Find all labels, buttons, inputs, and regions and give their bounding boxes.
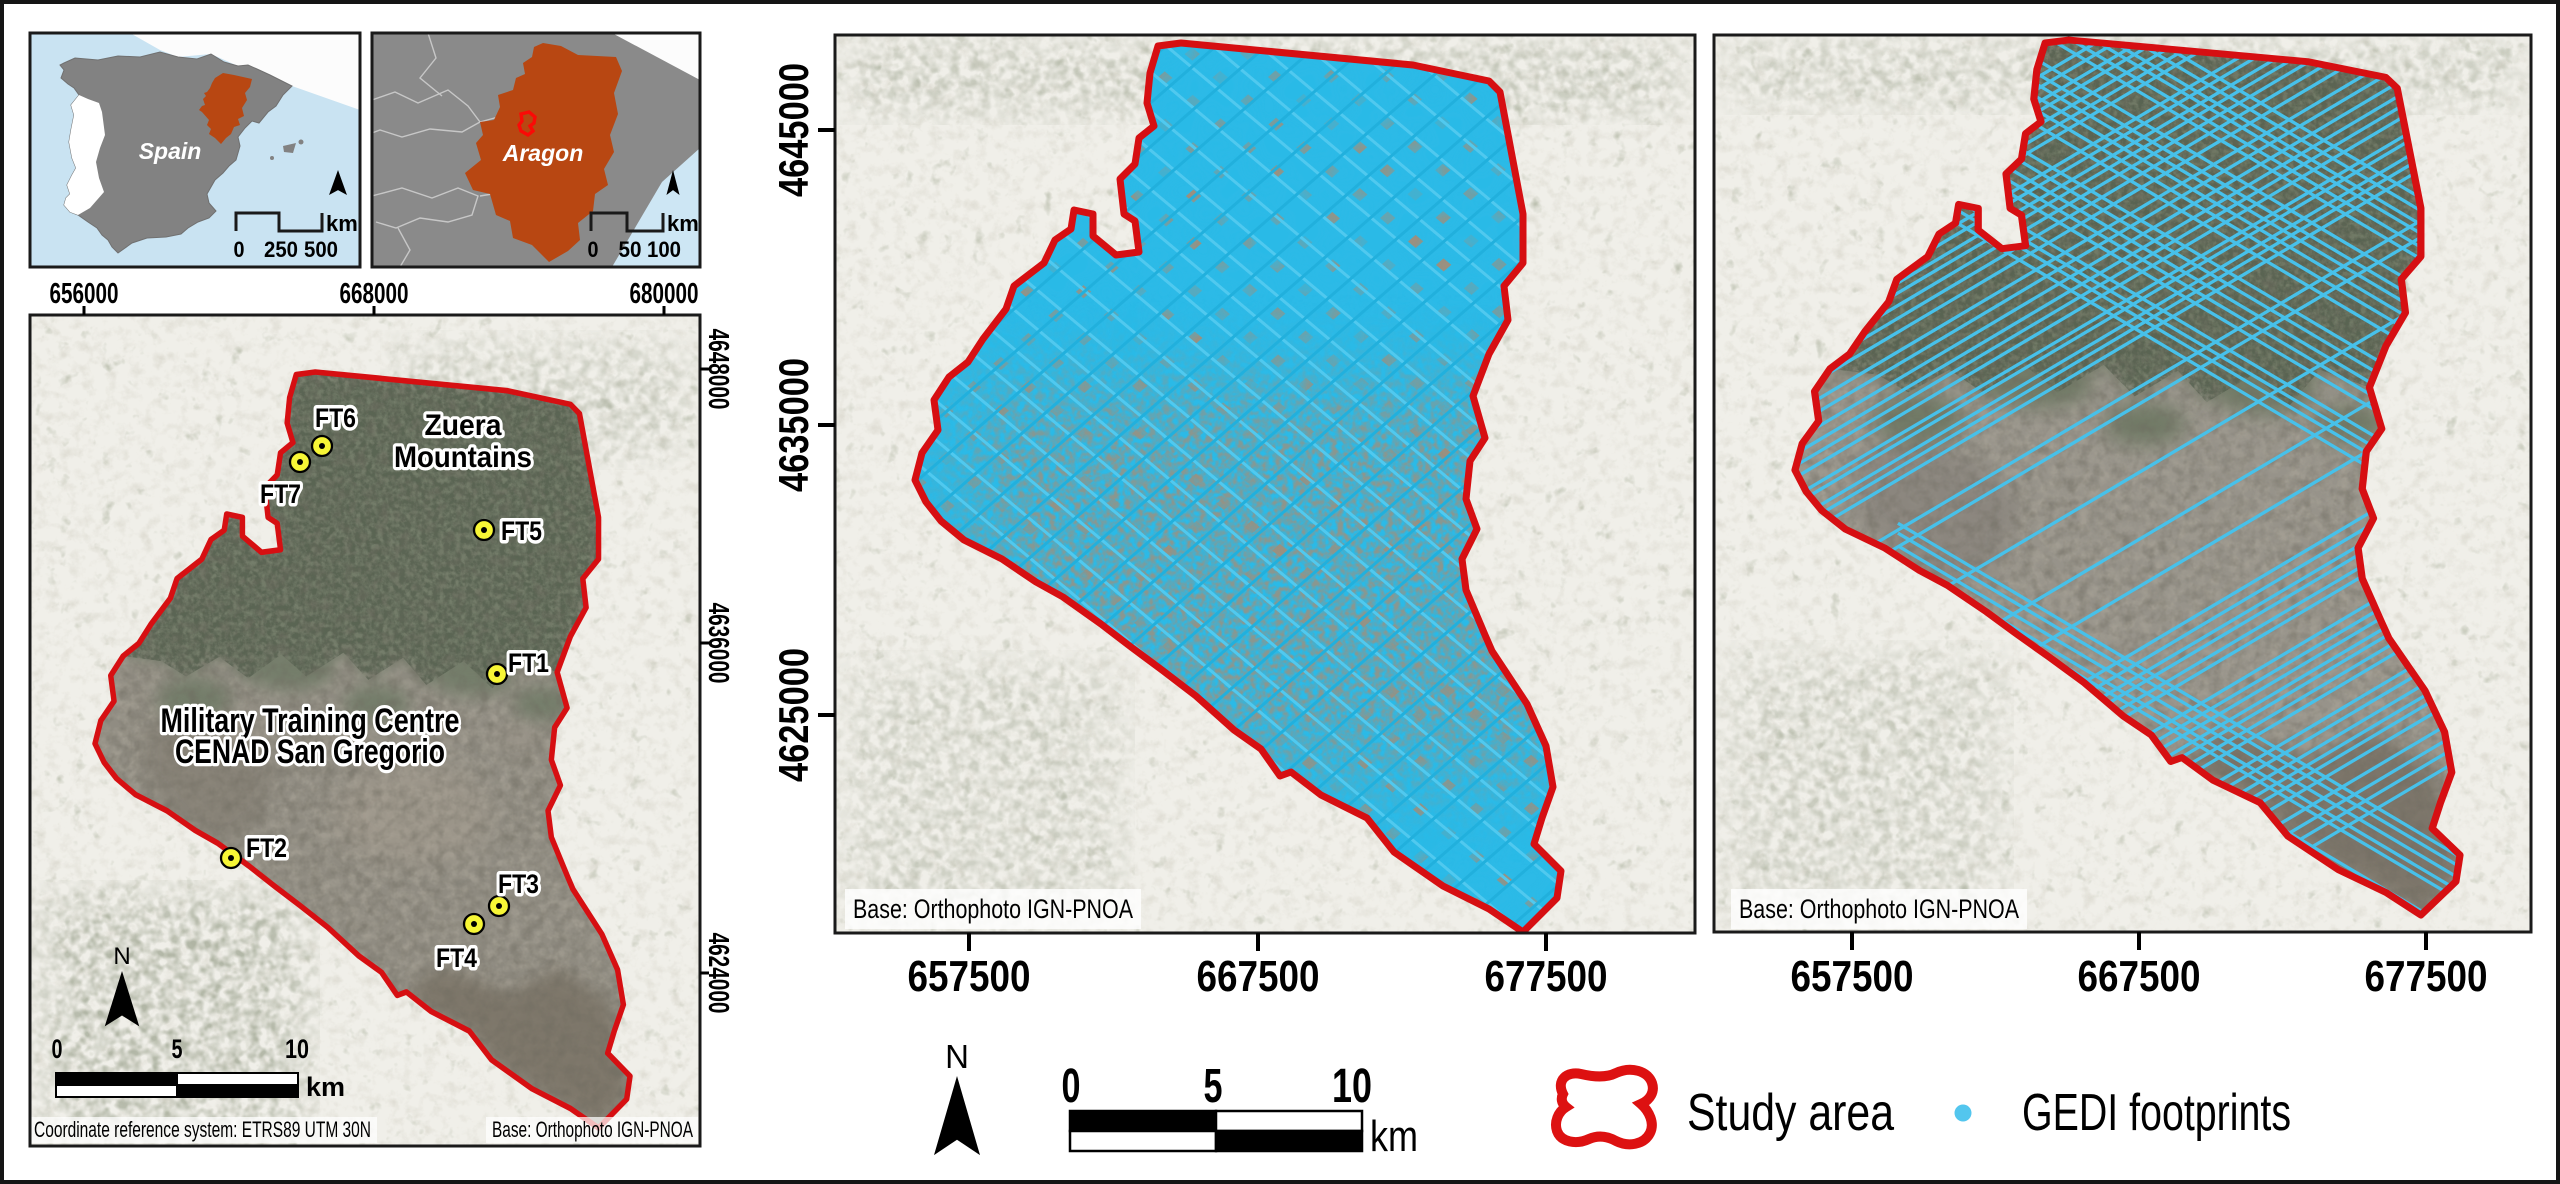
svg-text:Aragon: Aragon <box>502 140 584 166</box>
svg-text:250: 250 <box>264 237 298 262</box>
svg-text:Zuera: Zuera <box>425 409 502 442</box>
svg-text:Mountains: Mountains <box>394 441 532 474</box>
svg-text:Base: Orthophoto IGN-PNOA: Base: Orthophoto IGN-PNOA <box>853 894 1133 924</box>
svg-text:km: km <box>306 1072 345 1102</box>
svg-text:CENAD San Gregorio: CENAD San Gregorio <box>175 733 445 771</box>
svg-text:5: 5 <box>172 1034 183 1064</box>
svg-text:4635000: 4635000 <box>770 358 817 492</box>
svg-text:0: 0 <box>1062 1060 1081 1113</box>
svg-text:GEDI footprints: GEDI footprints <box>2022 1084 2291 1142</box>
svg-text:668000: 668000 <box>340 278 409 310</box>
svg-text:0: 0 <box>588 237 599 262</box>
svg-text:FT5: FT5 <box>501 516 542 546</box>
svg-text:N: N <box>113 943 130 970</box>
svg-text:km: km <box>326 211 358 236</box>
svg-text:FT2: FT2 <box>246 833 287 863</box>
svg-text:657500: 657500 <box>908 952 1031 1001</box>
svg-text:50: 50 <box>619 237 642 262</box>
svg-text:0: 0 <box>234 237 245 262</box>
svg-text:km: km <box>667 211 699 236</box>
svg-text:0: 0 <box>52 1034 63 1064</box>
svg-text:N: N <box>945 1038 969 1075</box>
svg-text:Study area: Study area <box>1687 1084 1894 1142</box>
svg-text:656000: 656000 <box>50 278 119 310</box>
svg-text:FT6: FT6 <box>315 403 356 433</box>
svg-text:5: 5 <box>1204 1060 1223 1113</box>
svg-text:FT1: FT1 <box>508 648 549 678</box>
svg-text:680000: 680000 <box>630 278 699 310</box>
svg-text:667500: 667500 <box>2078 952 2201 1001</box>
svg-text:10: 10 <box>285 1034 309 1064</box>
svg-text:4636000: 4636000 <box>702 603 734 684</box>
svg-text:Spain: Spain <box>139 138 202 164</box>
svg-text:FT3: FT3 <box>498 869 539 899</box>
svg-text:10: 10 <box>1332 1060 1372 1113</box>
svg-text:Military Training Centre: Military Training Centre <box>161 702 460 740</box>
svg-text:667500: 667500 <box>1197 952 1320 1001</box>
svg-text:4624000: 4624000 <box>702 933 734 1014</box>
svg-text:100: 100 <box>647 237 681 262</box>
svg-text:FT4: FT4 <box>436 943 477 973</box>
svg-text:677500: 677500 <box>1485 952 1608 1001</box>
svg-text:4645000: 4645000 <box>770 63 817 197</box>
svg-text:677500: 677500 <box>2365 952 2488 1001</box>
svg-text:Base: Orthophoto IGN-PNOA: Base: Orthophoto IGN-PNOA <box>1739 894 2019 924</box>
svg-text:4625000: 4625000 <box>770 648 817 782</box>
svg-text:km: km <box>1370 1112 1418 1161</box>
svg-text:4648000: 4648000 <box>702 329 734 410</box>
svg-text:500: 500 <box>304 237 338 262</box>
svg-text:657500: 657500 <box>1791 952 1914 1001</box>
svg-text:Base: Orthophoto IGN-PNOA: Base: Orthophoto IGN-PNOA <box>492 1117 693 1142</box>
svg-text:Coordinate reference system: E: Coordinate reference system: ETRS89 UTM … <box>34 1117 371 1142</box>
svg-text:FT7: FT7 <box>260 479 301 509</box>
